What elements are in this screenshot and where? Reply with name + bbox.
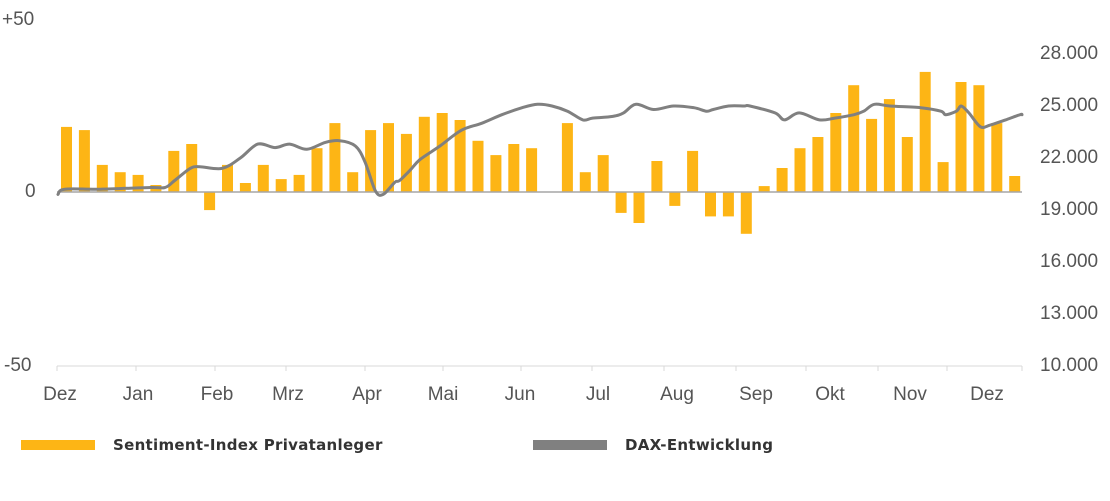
legend-label-dax: DAX-Entwicklung xyxy=(625,436,774,454)
sentiment-bar xyxy=(293,174,305,192)
sentiment-bar xyxy=(937,162,949,192)
sentiment-bar xyxy=(222,164,233,192)
legend-swatch-sentiment xyxy=(21,440,95,450)
x-label-month: Sep xyxy=(739,384,773,405)
sentiment-bar xyxy=(615,192,627,213)
sentiment-bars xyxy=(61,71,1021,234)
sentiment-bar xyxy=(687,150,699,192)
sentiment-bar xyxy=(1009,176,1021,192)
sentiment-bar xyxy=(919,71,931,192)
legend-swatch-dax xyxy=(533,440,607,450)
sentiment-bar xyxy=(168,150,180,192)
sentiment-bar xyxy=(722,192,734,217)
sentiment-bar xyxy=(96,164,108,192)
sentiment-bar xyxy=(526,148,538,192)
sentiment-bar xyxy=(329,123,341,192)
sentiment-bar xyxy=(758,186,770,192)
sentiment-bar xyxy=(597,155,609,192)
sentiment-bar xyxy=(830,113,842,192)
sentiment-bar xyxy=(991,123,1003,192)
right-axis-tick: 25.000 xyxy=(1040,95,1099,116)
sentiment-bar xyxy=(955,82,967,192)
x-label-month: Mrz xyxy=(272,384,304,405)
left-axis-tick-top: +50 xyxy=(2,9,35,30)
sentiment-bar xyxy=(508,144,520,192)
sentiment-bar xyxy=(239,183,251,192)
sentiment-bar xyxy=(365,130,377,192)
x-label-month: Jan xyxy=(122,384,154,405)
sentiment-bar xyxy=(705,192,716,217)
x-label-month: Dez xyxy=(970,384,1004,405)
sentiment-bar xyxy=(347,172,359,192)
sentiment-bar xyxy=(901,137,913,192)
sentiment-bar xyxy=(257,164,269,192)
sentiment-bar xyxy=(579,172,591,192)
legend-label-sentiment: Sentiment-Index Privatanleger xyxy=(113,436,383,454)
sentiment-bar xyxy=(669,192,681,206)
sentiment-bar xyxy=(436,113,448,192)
sentiment-bar xyxy=(132,174,144,192)
legend-item-dax[interactable]: DAX-Entwicklung xyxy=(533,436,773,454)
sentiment-bar xyxy=(973,85,985,192)
legend-item-sentiment[interactable]: Sentiment-Index Privatanleger xyxy=(21,436,383,454)
right-axis-tick: 10.000 xyxy=(1040,355,1099,376)
sentiment-bar xyxy=(400,133,412,192)
x-label-month: Mai xyxy=(427,384,459,405)
x-label-month: Jul xyxy=(585,384,611,405)
left-axis-tick-bottom: -50 xyxy=(4,355,32,376)
sentiment-bar xyxy=(651,161,663,192)
x-label-month: Feb xyxy=(200,384,234,405)
sentiment-bar xyxy=(383,123,394,192)
x-label-month: Okt xyxy=(815,384,845,405)
x-label-month: Dez xyxy=(43,384,77,405)
sentiment-bar xyxy=(883,99,895,192)
x-label-month: Nov xyxy=(893,384,927,405)
x-label-month: Jun xyxy=(504,384,536,405)
sentiment-bar xyxy=(454,120,466,192)
sentiment-bar xyxy=(78,130,90,192)
sentiment-bar xyxy=(633,192,645,223)
sentiment-bar xyxy=(490,155,502,192)
right-axis-tick: 19.000 xyxy=(1040,199,1099,220)
right-axis-tick: 28.000 xyxy=(1040,43,1099,64)
right-axis-tick: 22.000 xyxy=(1040,147,1099,168)
sentiment-bar xyxy=(472,140,484,192)
x-axis-ticks xyxy=(56,366,1023,371)
right-axis-tick: 16.000 xyxy=(1040,251,1099,272)
sentiment-bar xyxy=(114,172,126,192)
sentiment-bar xyxy=(794,148,806,192)
sentiment-bar xyxy=(204,192,216,211)
sentiment-bar xyxy=(275,179,287,192)
sentiment-bar xyxy=(776,168,788,192)
sentiment-bar xyxy=(866,118,878,192)
x-label-month: Aug xyxy=(660,384,694,405)
sentiment-bar xyxy=(418,116,430,192)
left-axis-tick-zero: 0 xyxy=(25,181,36,202)
sentiment-bar xyxy=(848,85,860,192)
sentiment-bar xyxy=(740,192,752,234)
sentiment-bar xyxy=(561,123,573,192)
right-axis-tick: 13.000 xyxy=(1040,303,1099,324)
sentiment-bar xyxy=(311,148,323,192)
dax-line xyxy=(56,102,1024,197)
sentiment-bar xyxy=(61,126,72,192)
sentiment-bar xyxy=(812,137,824,192)
x-label-month: Apr xyxy=(352,384,382,405)
